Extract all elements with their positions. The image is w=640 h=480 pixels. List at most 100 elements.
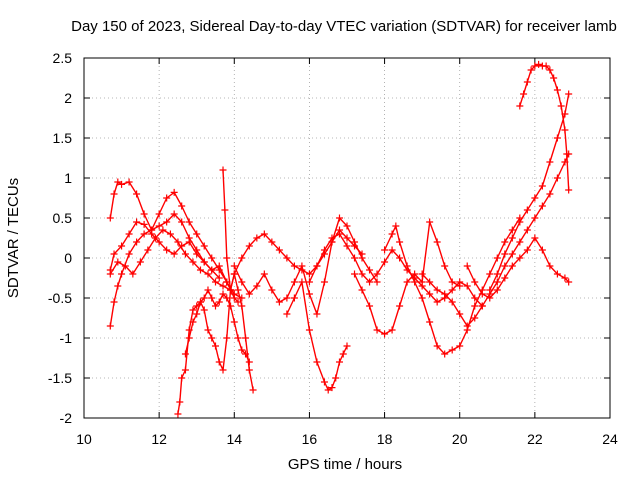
y-tick-label: 1 <box>64 170 72 186</box>
data-point <box>155 222 163 230</box>
data-point <box>212 342 219 350</box>
data-point <box>245 290 253 298</box>
data-point <box>471 278 479 286</box>
data-point <box>204 270 212 278</box>
data-point <box>343 242 351 250</box>
data-point <box>366 278 374 286</box>
data-point <box>553 134 561 142</box>
data-point <box>189 258 197 266</box>
data-point <box>283 254 291 262</box>
data-point <box>178 202 186 210</box>
data-point <box>230 294 238 302</box>
data-point <box>388 246 396 254</box>
data-point <box>275 298 283 306</box>
series-line <box>383 217 521 355</box>
data-point <box>185 238 193 246</box>
data-point <box>388 230 396 238</box>
data-point <box>118 180 126 188</box>
data-point <box>125 250 133 258</box>
data-point <box>332 374 340 382</box>
x-tick-label: 12 <box>151 431 167 447</box>
data-point <box>335 214 343 222</box>
data-point <box>335 230 343 238</box>
satellite-track-1 <box>106 178 246 302</box>
data-point <box>531 194 539 202</box>
y-tick-label: -0.5 <box>48 290 72 306</box>
data-point <box>456 282 464 290</box>
data-point <box>245 366 253 374</box>
x-tick-labels: 10 12 14 16 18 20 22 24 <box>76 431 618 447</box>
data-point <box>253 282 261 290</box>
data-point <box>208 254 216 262</box>
data-point <box>388 326 396 334</box>
data-point <box>290 278 298 286</box>
data-point <box>268 286 276 294</box>
x-tick-label: 22 <box>527 431 543 447</box>
data-point <box>313 310 321 318</box>
data-point <box>351 270 359 278</box>
data-point <box>223 294 231 302</box>
data-point <box>381 246 389 254</box>
data-point <box>471 294 479 302</box>
data-point <box>242 350 250 358</box>
data-point <box>155 238 163 246</box>
satellite-track-15 <box>516 60 573 194</box>
data-point <box>227 302 235 310</box>
data-point <box>178 374 186 382</box>
data-point <box>219 290 227 298</box>
data-point <box>546 158 554 166</box>
data-point <box>305 326 313 334</box>
data-point <box>463 262 471 270</box>
satellite-track-6 <box>181 286 253 366</box>
data-point <box>159 226 167 234</box>
satellite-track-7 <box>219 166 366 294</box>
data-point <box>320 278 328 286</box>
data-point <box>531 234 539 242</box>
data-point <box>106 270 114 278</box>
data-point <box>133 238 141 246</box>
data-point <box>170 250 178 258</box>
y-axis-label: SDTVAR / TECUs <box>5 178 22 298</box>
data-point <box>557 102 565 110</box>
data-point <box>523 246 531 254</box>
data-point <box>238 302 246 310</box>
data-point <box>245 242 253 250</box>
data-point <box>561 110 569 118</box>
data-point <box>561 274 569 282</box>
data-point <box>565 186 573 194</box>
data-point <box>441 290 449 298</box>
data-point <box>189 318 197 326</box>
data-point <box>373 270 381 278</box>
data-point <box>193 250 201 258</box>
data-point <box>148 230 156 238</box>
data-point <box>208 266 216 274</box>
data-point <box>189 306 197 314</box>
data-point <box>219 366 227 374</box>
data-point <box>238 254 246 262</box>
data-point <box>320 246 328 254</box>
data-point <box>520 90 528 98</box>
series-line <box>308 233 483 307</box>
data-point <box>234 286 242 294</box>
data-point <box>268 238 276 246</box>
data-point <box>196 266 204 274</box>
data-point <box>463 322 471 330</box>
y-tick-label: 0 <box>64 250 72 266</box>
data-point <box>396 254 404 262</box>
data-point <box>471 302 479 310</box>
data-point <box>538 202 546 210</box>
data-point <box>493 254 501 262</box>
data-point <box>204 286 212 294</box>
data-point <box>448 298 456 306</box>
data-point <box>176 398 184 406</box>
data-point <box>501 274 509 282</box>
data-point <box>106 322 114 330</box>
data-point <box>140 210 148 218</box>
x-tick-label: 14 <box>226 431 242 447</box>
data-point <box>106 214 114 222</box>
data-point <box>320 378 328 386</box>
data-point <box>140 230 148 238</box>
data-point <box>358 286 366 294</box>
data-point <box>550 74 558 82</box>
data-point <box>223 334 231 342</box>
